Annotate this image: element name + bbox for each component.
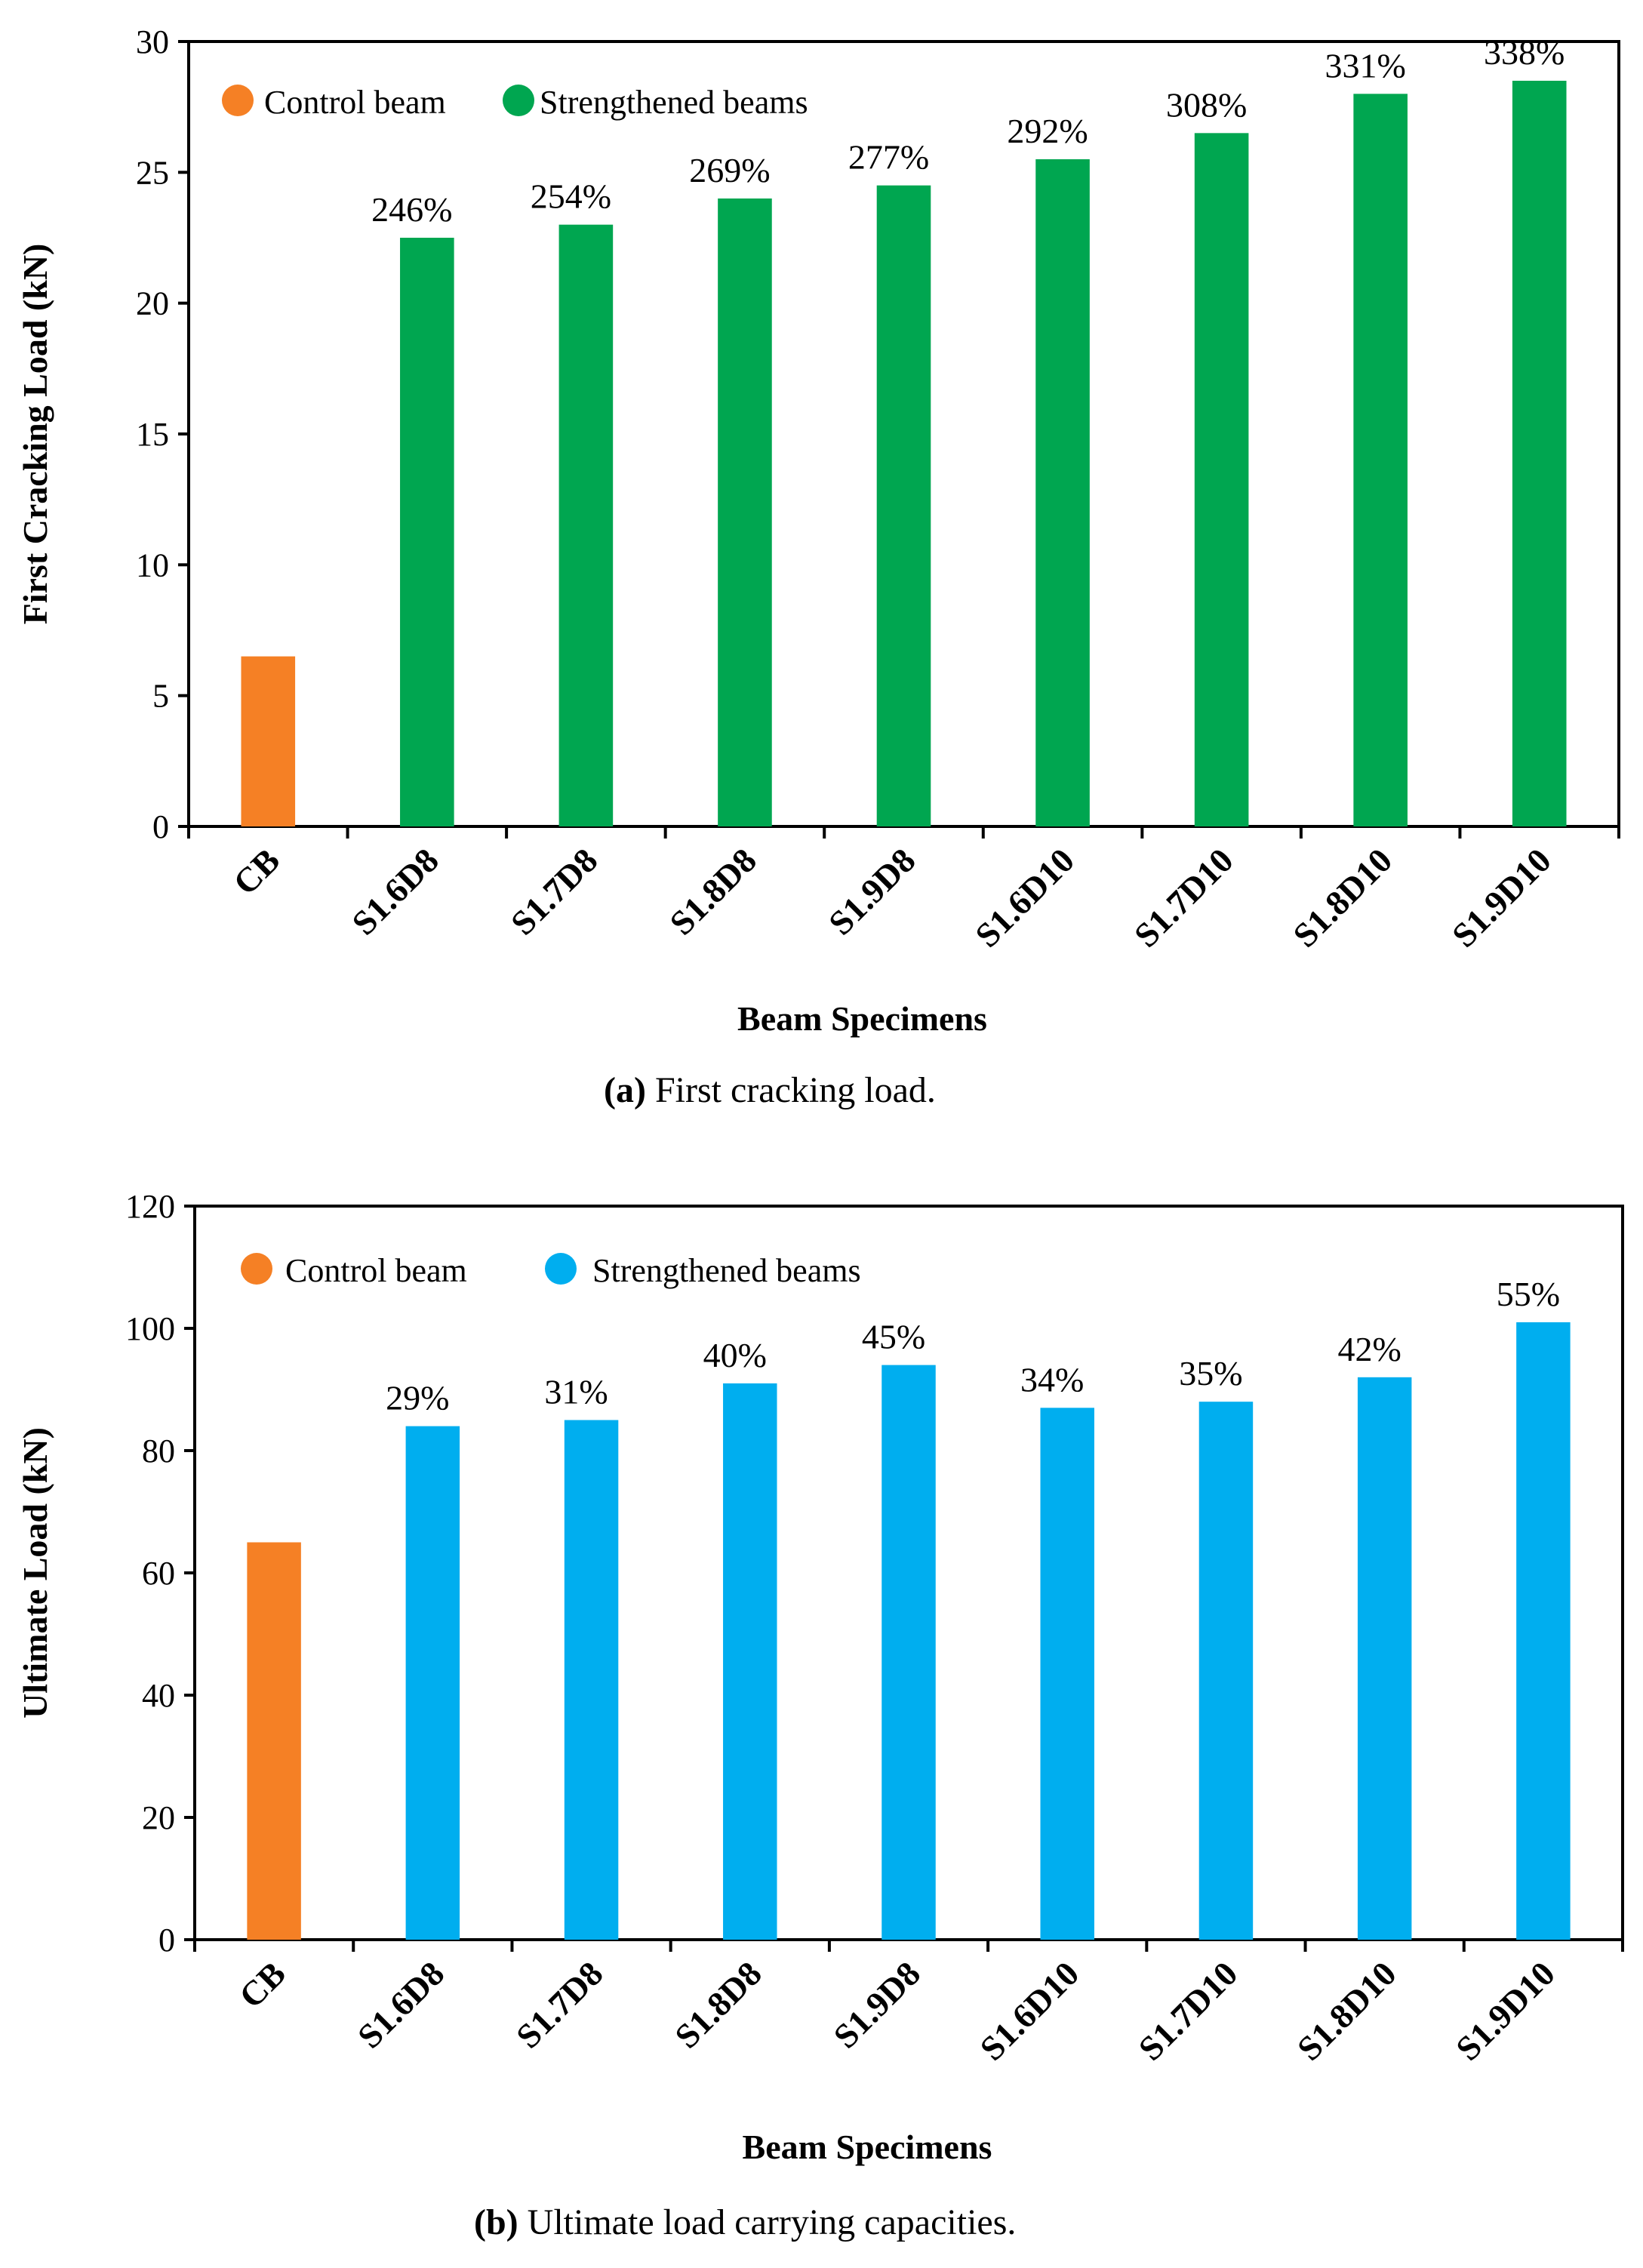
data-label: 31%	[544, 1373, 608, 1411]
legend-label: Strengthened beams	[540, 84, 808, 121]
caption-text: Ultimate load carrying capacities.	[518, 2202, 1017, 2242]
y-tick-label: 25	[136, 154, 169, 191]
bar-s18d10	[1357, 1377, 1412, 1940]
bar-s19d8	[876, 185, 931, 826]
y-tick-label: 0	[152, 808, 169, 845]
bar-s17d8	[564, 1420, 619, 1940]
chart-first-cracking-load: 0 5 10 15 20 25 30 CB 246% S1.6D8 254% S1.7D8 269% S1…	[16, 23, 1620, 1110]
legend-marker	[241, 1253, 272, 1285]
bar-s17d10	[1194, 133, 1249, 827]
figure-caption: (b) Ultimate load carrying capacities.	[474, 2202, 1016, 2242]
legend-marker	[222, 85, 254, 116]
y-tick-label: 20	[142, 1799, 175, 1836]
data-label: 34%	[1020, 1360, 1084, 1399]
bar-s16d10	[1040, 1408, 1094, 1940]
data-label: 277%	[848, 138, 929, 177]
y-axis-title: Ultimate Load (kN)	[16, 1427, 54, 1719]
data-label: 292%	[1007, 112, 1088, 150]
bar-s19d8	[881, 1365, 936, 1940]
x-category-label: CB	[226, 841, 287, 902]
data-label: 246%	[371, 190, 452, 229]
x-category-label: CB	[232, 1954, 293, 2015]
x-category-label: S1.6D10	[972, 1954, 1086, 2068]
y-tick-label: 15	[136, 416, 169, 453]
legend-label: Control beam	[285, 1252, 467, 1289]
x-category-label: S1.9D8	[826, 1954, 928, 2056]
bar-s18d8	[718, 198, 772, 826]
y-tick-label: 60	[142, 1555, 175, 1592]
bar-cb	[247, 1542, 301, 1940]
x-category-label: S1.7D8	[509, 1954, 611, 2056]
data-label: 269%	[689, 151, 770, 189]
x-category-label: S1.9D10	[1448, 1954, 1562, 2068]
y-tick-label: 20	[136, 285, 169, 322]
y-tick-label: 80	[142, 1433, 175, 1469]
data-label: 254%	[531, 177, 611, 216]
x-category-label: S1.8D8	[662, 841, 764, 943]
x-category-label: S1.7D10	[1131, 1954, 1245, 2068]
bar-s18d10	[1353, 94, 1408, 827]
bar-s19d10	[1516, 1322, 1571, 1940]
chart-ultimate-load: 0 20 40 60 80 100 120 CB 29% S1.6D8 31% S1.7D8 40% S1…	[16, 1188, 1624, 2242]
y-tick-label: 100	[125, 1310, 175, 1347]
legend-label: Strengthened beams	[592, 1252, 861, 1289]
x-category-label: S1.7D8	[503, 841, 605, 943]
bar-cb	[241, 656, 296, 826]
x-category-label: S1.6D10	[968, 841, 1081, 955]
data-label: 331%	[1325, 46, 1406, 85]
data-label: 29%	[386, 1379, 449, 1417]
bar-s19d10	[1512, 81, 1567, 826]
bar-s17d8	[558, 224, 614, 827]
y-tick-label: 40	[142, 1677, 175, 1714]
bar-s17d10	[1198, 1402, 1254, 1940]
caption-tag: (a)	[604, 1070, 646, 1110]
x-category-label: S1.7D10	[1127, 841, 1241, 955]
caption-text: First cracking load.	[646, 1070, 936, 1110]
data-label: 338%	[1484, 33, 1565, 72]
x-category-label: S1.9D8	[821, 841, 923, 943]
data-label: 55%	[1497, 1275, 1560, 1313]
y-tick-label: 120	[125, 1188, 175, 1225]
x-axis-title: Beam Specimens	[737, 999, 987, 1038]
x-category-label: S1.9D10	[1445, 841, 1558, 955]
data-label: 308%	[1166, 85, 1247, 124]
y-tick-label: 0	[158, 1922, 175, 1959]
bar-s16d8	[400, 238, 454, 826]
bar-s16d8	[405, 1426, 460, 1940]
legend-marker	[545, 1253, 577, 1285]
legend-label: Control beam	[264, 84, 446, 121]
x-category-label: S1.8D10	[1285, 841, 1399, 955]
figure-caption: (a) First cracking load.	[604, 1070, 936, 1110]
x-category-label: S1.8D10	[1290, 1954, 1404, 2068]
data-label: 42%	[1338, 1330, 1401, 1368]
y-axis-title: First Cracking Load (kN)	[16, 244, 54, 625]
x-category-label: S1.6D8	[344, 841, 446, 943]
y-tick-label: 5	[152, 678, 169, 715]
x-category-label: S1.8D8	[667, 1954, 769, 2056]
bar-s16d10	[1035, 159, 1090, 826]
data-label: 40%	[703, 1336, 767, 1374]
data-label: 35%	[1179, 1354, 1242, 1392]
legend-marker	[503, 85, 534, 116]
data-label: 45%	[862, 1318, 925, 1356]
x-axis-title: Beam Specimens	[743, 2128, 992, 2166]
y-tick-label: 10	[136, 546, 169, 583]
bar-s18d8	[723, 1383, 777, 1940]
caption-tag: (b)	[474, 2202, 518, 2242]
y-tick-label: 30	[136, 23, 169, 60]
x-category-label: S1.6D8	[350, 1954, 452, 2056]
